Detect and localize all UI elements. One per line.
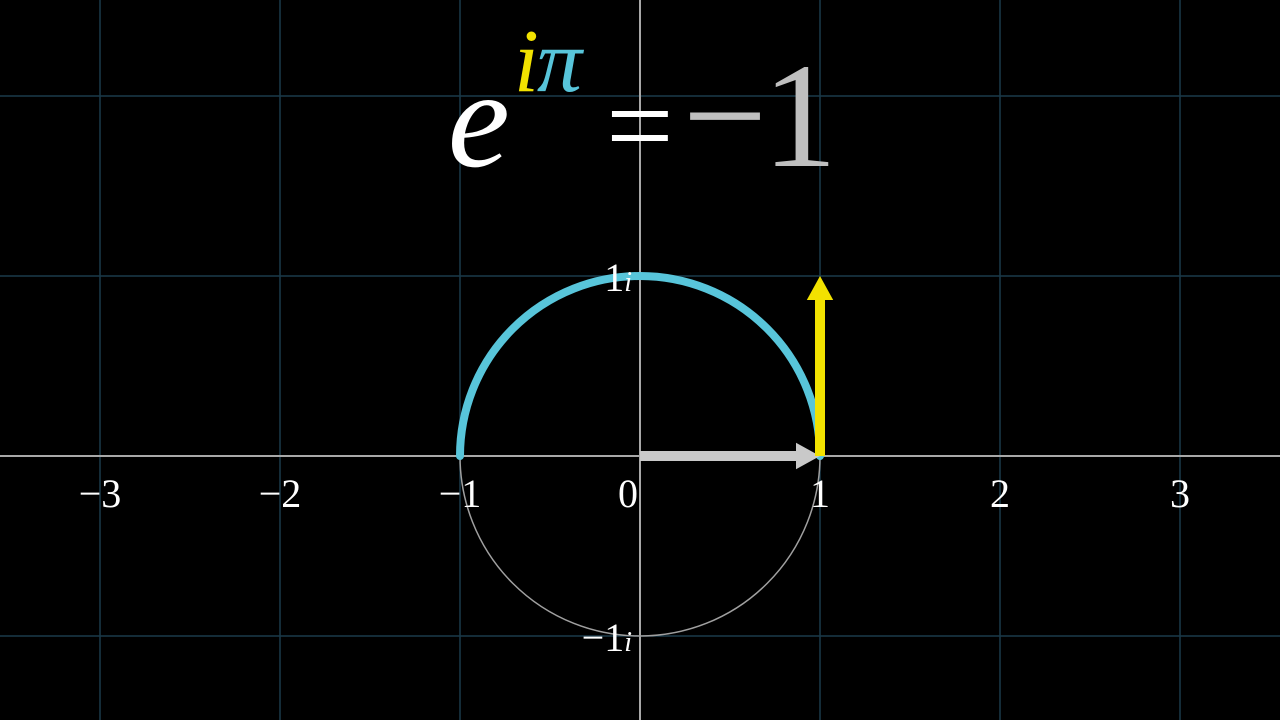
x-tick-label: 0 (618, 470, 638, 517)
euler-formula: e i π = −1 (0, 30, 1280, 202)
x-tick-label: 3 (1170, 470, 1190, 517)
x-tick-label: −2 (259, 470, 302, 517)
formula-equals: = (606, 57, 669, 195)
y-tick-label: −1i (582, 614, 632, 661)
diagram-canvas: e i π = −1 −3−2−101231i−1i (0, 0, 1280, 720)
x-tick-label: 2 (990, 470, 1010, 517)
x-tick-label: −3 (79, 470, 122, 517)
formula-neg1: −1 (683, 30, 833, 202)
i-vector-head (807, 276, 833, 300)
x-tick-label: −1 (439, 470, 482, 517)
y-tick-label: 1i (604, 254, 632, 301)
formula-e: e (448, 39, 510, 200)
formula-i: i (514, 10, 539, 113)
formula-pi: π (537, 10, 582, 113)
x-tick-label: 1 (810, 470, 830, 517)
